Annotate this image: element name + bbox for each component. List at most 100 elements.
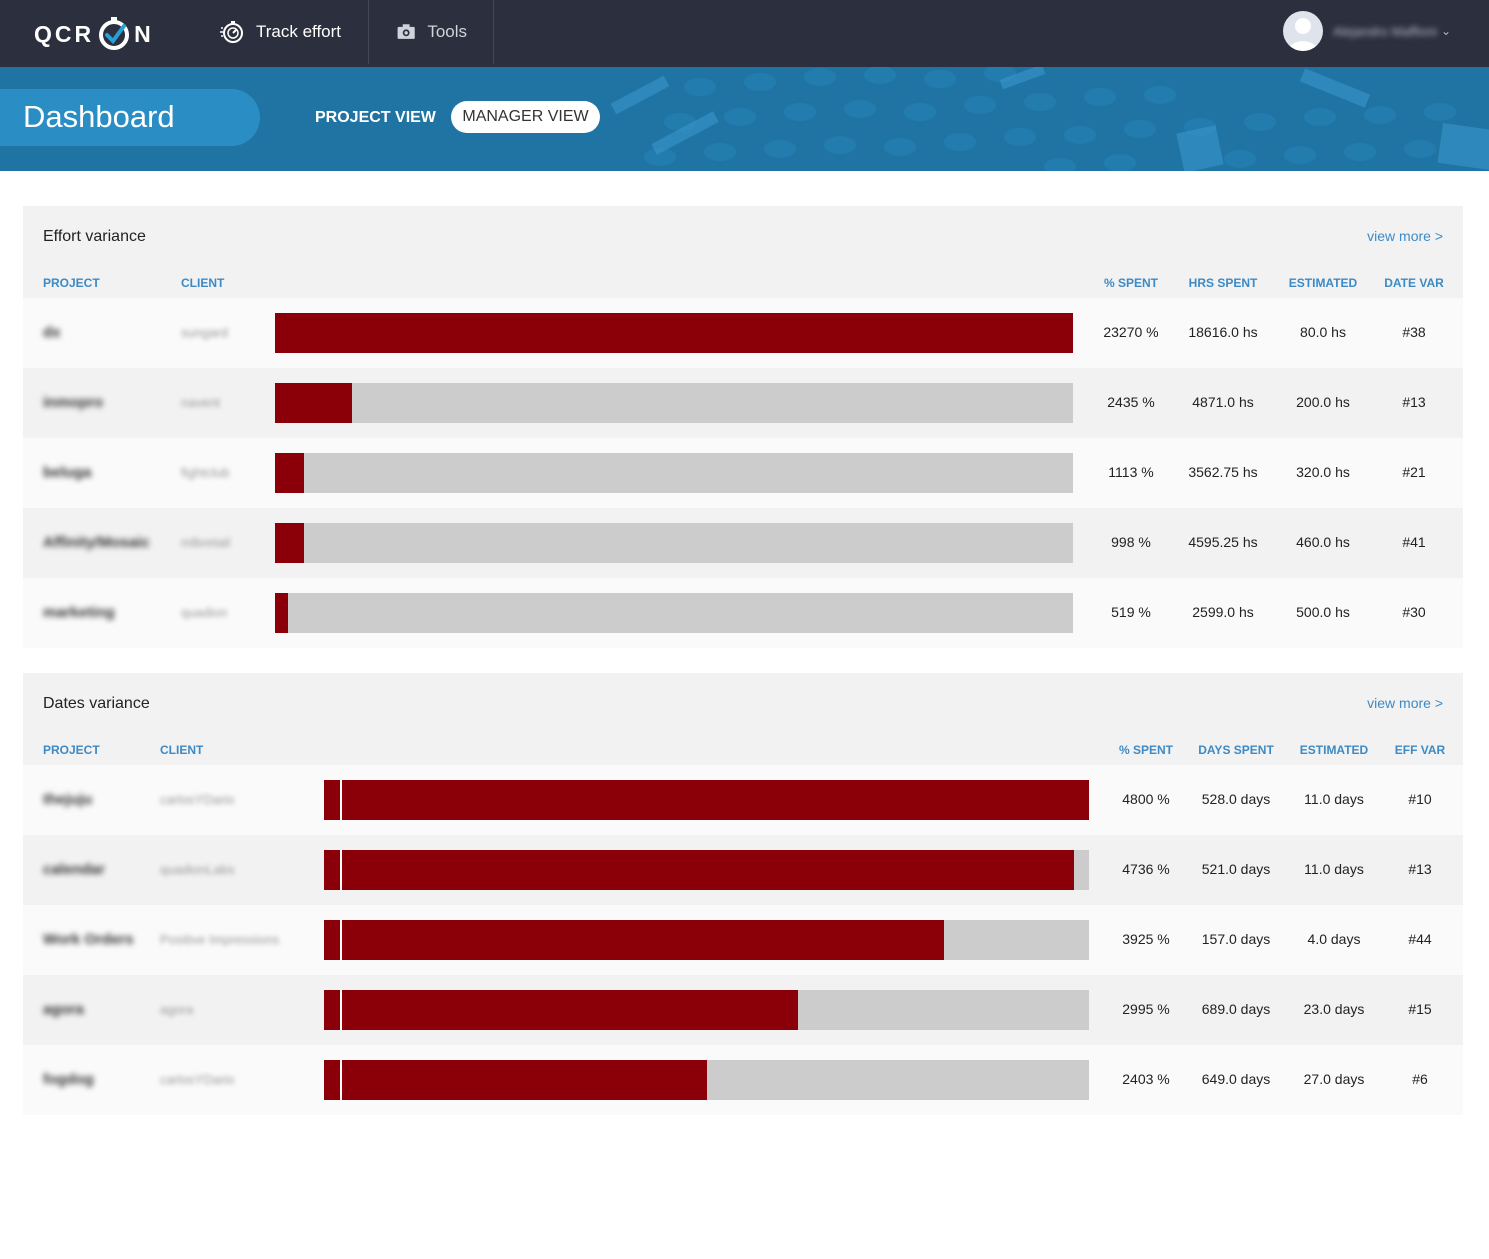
variance-bar-fill bbox=[275, 593, 288, 633]
dates-variance-panel: Dates variance view more > PROJECT CLIEN… bbox=[23, 673, 1463, 1115]
project-name[interactable]: thejuju bbox=[43, 791, 93, 808]
bar-separator bbox=[340, 780, 342, 820]
pct-spent-value: 2435 % bbox=[1107, 394, 1155, 410]
project-name[interactable]: calendar bbox=[43, 861, 105, 878]
client-name: mlbretail bbox=[181, 535, 231, 550]
tab-manager-view[interactable]: MANAGER VIEW bbox=[451, 101, 600, 133]
user-menu[interactable]: Alejandro Maffioni ⌄ bbox=[1283, 11, 1451, 51]
variance-bar-fill bbox=[275, 453, 304, 493]
estimated-value: 11.0 days bbox=[1304, 861, 1364, 877]
table-row[interactable]: thejuju carlosYDario 4800 % 528.0 days 11.0 … bbox=[23, 765, 1463, 835]
table-row[interactable]: dx sungard 23270 % 18616.0 hs 80.0 hs #38 bbox=[23, 298, 1463, 368]
pct-spent-value: 519 % bbox=[1111, 604, 1151, 620]
project-name[interactable]: inmopro bbox=[43, 394, 103, 411]
user-name: Alejandro Maffioni bbox=[1333, 23, 1437, 39]
estimated-value: 320.0 hs bbox=[1296, 464, 1350, 480]
pct-spent-value: 2995 % bbox=[1122, 1001, 1170, 1017]
col-header-estimated: ESTIMATED bbox=[1288, 276, 1358, 290]
estimated-value: 460.0 hs bbox=[1296, 534, 1350, 550]
avatar bbox=[1283, 11, 1324, 51]
variance-bar-fill bbox=[324, 1060, 707, 1100]
estimated-value: 27.0 days bbox=[1303, 1071, 1365, 1087]
date-var-value: #38 bbox=[1402, 324, 1426, 340]
user-silhouette-icon bbox=[1288, 18, 1319, 51]
client-name: Positive Impressions bbox=[160, 932, 280, 947]
project-name[interactable]: Affinity/Mosaic bbox=[43, 534, 150, 551]
table-row[interactable]: Affinity/Mosaic mlbretail 998 % 4595.25 hs 4… bbox=[23, 508, 1463, 578]
estimated-value: 4.0 days bbox=[1307, 931, 1361, 947]
logo-text-left: QCR bbox=[34, 20, 95, 47]
pct-spent-value: 998 % bbox=[1111, 534, 1151, 550]
bar-separator bbox=[340, 920, 342, 960]
pct-spent-value: 4800 % bbox=[1122, 791, 1170, 807]
hrs-spent-value: 2599.0 hs bbox=[1192, 604, 1254, 620]
page-title: Dashboard bbox=[23, 99, 175, 134]
date-var-value: #21 bbox=[1402, 464, 1426, 480]
logo-check-icon bbox=[99, 17, 130, 50]
date-var-value: #41 bbox=[1402, 534, 1426, 550]
nav-track-effort[interactable]: Track effort bbox=[194, 0, 369, 64]
pct-spent-value: 1113 % bbox=[1108, 464, 1154, 480]
effort-view-more-link[interactable]: view more > bbox=[1367, 228, 1443, 244]
client-name: carlosYDario bbox=[160, 792, 235, 807]
col-header-client: CLIENT bbox=[181, 276, 225, 290]
date-var-value: #30 bbox=[1402, 604, 1426, 620]
hrs-spent-value: 3562.75 hs bbox=[1188, 464, 1258, 480]
client-name: fightclub bbox=[181, 465, 230, 480]
estimated-value: 23.0 days bbox=[1303, 1001, 1365, 1017]
variance-bar bbox=[275, 383, 1073, 423]
table-row[interactable]: marketing quadion 519 % 2599.0 hs 500.0 hs #3… bbox=[23, 578, 1463, 648]
variance-bar bbox=[275, 593, 1073, 633]
hrs-spent-value: 18616.0 hs bbox=[1188, 324, 1258, 340]
table-row[interactable]: inmopro navent 2435 % 4871.0 hs 200.0 hs #13 bbox=[23, 368, 1463, 438]
project-name[interactable]: dx bbox=[43, 324, 61, 341]
variance-bar-fill bbox=[275, 313, 1073, 353]
col-header-days-spent: DAYS SPENT bbox=[1198, 743, 1274, 757]
banner-pattern bbox=[610, 67, 1489, 171]
days-spent-value: 689.0 days bbox=[1201, 1001, 1271, 1017]
nav-tools[interactable]: Tools bbox=[369, 0, 494, 64]
table-row[interactable]: beluga fightclub 1113 % 3562.75 hs 320.0 hs #… bbox=[23, 438, 1463, 508]
variance-bar bbox=[275, 523, 1073, 563]
variance-bar bbox=[324, 920, 1089, 960]
estimated-value: 500.0 hs bbox=[1296, 604, 1350, 620]
nav-tools-label: Tools bbox=[427, 22, 467, 41]
col-header-hrs-spent: HRS SPENT bbox=[1188, 276, 1258, 290]
client-name: quadion bbox=[181, 605, 228, 620]
variance-bar-fill bbox=[275, 523, 304, 563]
variance-bar-fill bbox=[324, 850, 1074, 890]
stopwatch-icon bbox=[220, 21, 243, 43]
hrs-spent-value: 4595.25 hs bbox=[1188, 534, 1258, 550]
variance-bar-fill bbox=[324, 990, 798, 1030]
date-var-value: #13 bbox=[1402, 394, 1426, 410]
variance-bar bbox=[324, 990, 1089, 1030]
project-name[interactable]: agora bbox=[43, 1001, 84, 1018]
client-name: agora bbox=[160, 1002, 194, 1017]
col-header-project: PROJECT bbox=[43, 276, 100, 290]
project-name[interactable]: fogdog bbox=[43, 1071, 94, 1088]
col-header-project: PROJECT bbox=[43, 743, 100, 757]
col-header-pct-spent: % SPENT bbox=[1103, 276, 1158, 290]
estimated-value: 200.0 hs bbox=[1296, 394, 1350, 410]
project-name[interactable]: beluga bbox=[43, 464, 92, 481]
table-row[interactable]: agora agora 2995 % 689.0 days 23.0 days #15 bbox=[23, 975, 1463, 1045]
table-row[interactable]: Work Orders Positive Impressions 3925 % 157… bbox=[23, 905, 1463, 975]
dates-variance-title: Dates variance bbox=[43, 695, 150, 712]
dates-view-more-link[interactable]: view more > bbox=[1367, 695, 1443, 711]
days-spent-value: 157.0 days bbox=[1201, 931, 1271, 947]
project-name[interactable]: marketing bbox=[43, 604, 115, 621]
project-name[interactable]: Work Orders bbox=[43, 931, 134, 948]
col-header-eff-var: EFF VAR bbox=[1394, 743, 1446, 757]
nav-track-effort-label: Track effort bbox=[256, 22, 342, 41]
qcron-logo[interactable]: QCR N bbox=[34, 16, 154, 52]
table-row[interactable]: fogdog carlosYDario 2403 % 649.0 days 27.0 d… bbox=[23, 1045, 1463, 1115]
variance-bar-fill bbox=[324, 920, 944, 960]
tab-project-view[interactable]: PROJECT VIEW bbox=[315, 109, 436, 126]
bar-separator bbox=[340, 990, 342, 1030]
eff-var-value: #15 bbox=[1408, 1001, 1432, 1017]
table-row[interactable]: calendar quadionLabs 4736 % 521.0 days 11.0 … bbox=[23, 835, 1463, 905]
col-header-estimated: ESTIMATED bbox=[1299, 743, 1369, 757]
hrs-spent-value: 4871.0 hs bbox=[1192, 394, 1254, 410]
col-header-pct-spent: % SPENT bbox=[1118, 743, 1173, 757]
client-name: carlosYDario bbox=[160, 1072, 235, 1087]
